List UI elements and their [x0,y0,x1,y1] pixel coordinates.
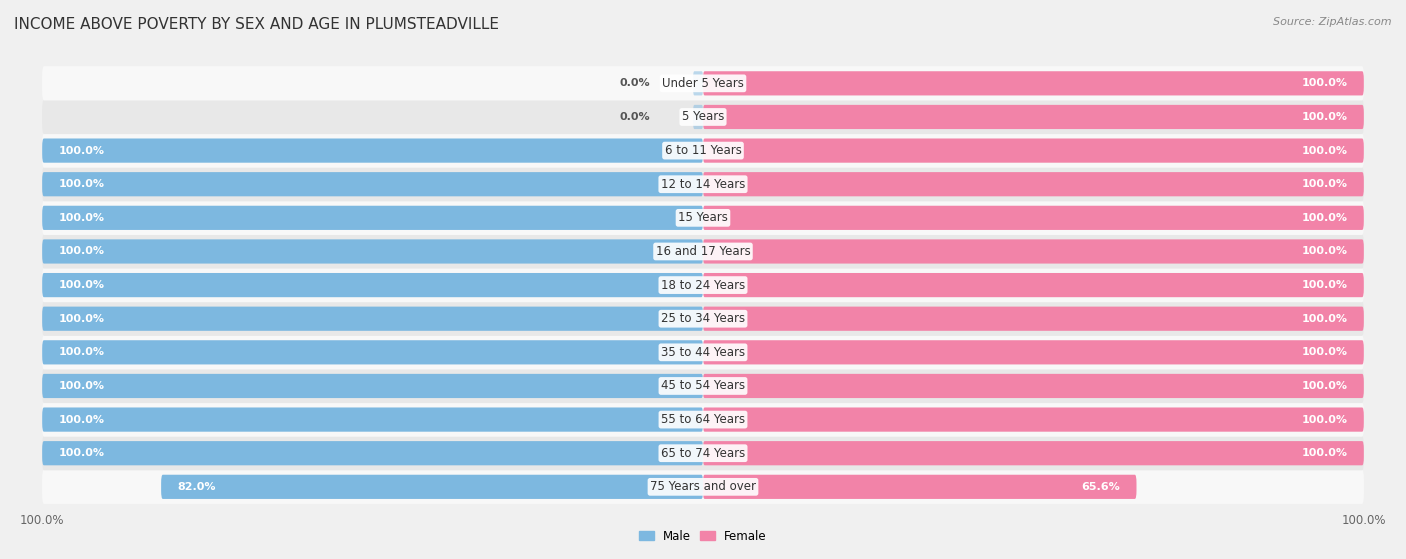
Text: 100.0%: 100.0% [59,381,104,391]
FancyBboxPatch shape [703,475,1136,499]
Text: 75 Years and over: 75 Years and over [650,480,756,494]
Text: 100.0%: 100.0% [1302,145,1347,155]
FancyBboxPatch shape [42,301,1364,336]
Text: 100.0%: 100.0% [59,448,104,458]
FancyBboxPatch shape [703,306,1364,331]
Text: 6 to 11 Years: 6 to 11 Years [665,144,741,157]
FancyBboxPatch shape [42,206,703,230]
FancyBboxPatch shape [42,167,1364,201]
FancyBboxPatch shape [42,470,1364,504]
FancyBboxPatch shape [42,239,703,264]
FancyBboxPatch shape [42,369,1364,403]
Text: 55 to 64 Years: 55 to 64 Years [661,413,745,426]
Text: 100.0%: 100.0% [1302,314,1347,324]
FancyBboxPatch shape [42,100,1364,134]
Text: 100.0%: 100.0% [1302,280,1347,290]
Text: 100.0%: 100.0% [59,415,104,425]
FancyBboxPatch shape [42,306,703,331]
Legend: Male, Female: Male, Female [634,525,772,547]
FancyBboxPatch shape [42,335,1364,369]
FancyBboxPatch shape [42,66,1364,101]
Text: 18 to 24 Years: 18 to 24 Years [661,278,745,292]
FancyBboxPatch shape [42,268,1364,302]
Text: 100.0%: 100.0% [1302,179,1347,189]
Text: 100.0%: 100.0% [1302,247,1347,257]
FancyBboxPatch shape [42,340,703,364]
Text: 65 to 74 Years: 65 to 74 Years [661,447,745,459]
FancyBboxPatch shape [42,441,703,465]
FancyBboxPatch shape [42,139,703,163]
FancyBboxPatch shape [42,134,1364,168]
Text: 15 Years: 15 Years [678,211,728,224]
FancyBboxPatch shape [42,172,703,196]
FancyBboxPatch shape [703,408,1364,432]
Text: 100.0%: 100.0% [1302,112,1347,122]
Text: 100.0%: 100.0% [59,179,104,189]
Text: 16 and 17 Years: 16 and 17 Years [655,245,751,258]
FancyBboxPatch shape [703,273,1364,297]
FancyBboxPatch shape [703,374,1364,398]
Text: 12 to 14 Years: 12 to 14 Years [661,178,745,191]
FancyBboxPatch shape [42,436,1364,470]
FancyBboxPatch shape [42,408,703,432]
Text: 100.0%: 100.0% [59,247,104,257]
FancyBboxPatch shape [42,273,703,297]
FancyBboxPatch shape [703,172,1364,196]
Text: 35 to 44 Years: 35 to 44 Years [661,346,745,359]
FancyBboxPatch shape [703,139,1364,163]
Text: Source: ZipAtlas.com: Source: ZipAtlas.com [1274,17,1392,27]
FancyBboxPatch shape [703,105,1364,129]
Text: 100.0%: 100.0% [1302,78,1347,88]
FancyBboxPatch shape [42,402,1364,437]
FancyBboxPatch shape [162,475,703,499]
Text: 45 to 54 Years: 45 to 54 Years [661,380,745,392]
Text: 82.0%: 82.0% [177,482,217,492]
FancyBboxPatch shape [693,71,703,96]
FancyBboxPatch shape [703,340,1364,364]
FancyBboxPatch shape [703,71,1364,96]
Text: Under 5 Years: Under 5 Years [662,77,744,90]
Text: 100.0%: 100.0% [1302,347,1347,357]
FancyBboxPatch shape [703,441,1364,465]
Text: 65.6%: 65.6% [1081,482,1121,492]
Text: 5 Years: 5 Years [682,111,724,124]
Text: 100.0%: 100.0% [1302,415,1347,425]
FancyBboxPatch shape [42,234,1364,269]
Text: 100.0%: 100.0% [1302,448,1347,458]
FancyBboxPatch shape [42,201,1364,235]
Text: 100.0%: 100.0% [59,145,104,155]
Text: 100.0%: 100.0% [1302,213,1347,223]
Text: 100.0%: 100.0% [59,280,104,290]
Text: 100.0%: 100.0% [59,314,104,324]
Text: 100.0%: 100.0% [59,213,104,223]
Text: 100.0%: 100.0% [1302,381,1347,391]
Text: 0.0%: 0.0% [620,78,650,88]
FancyBboxPatch shape [703,239,1364,264]
FancyBboxPatch shape [693,105,703,129]
Text: 100.0%: 100.0% [59,347,104,357]
FancyBboxPatch shape [703,206,1364,230]
Text: 0.0%: 0.0% [620,112,650,122]
FancyBboxPatch shape [42,374,703,398]
Text: 25 to 34 Years: 25 to 34 Years [661,312,745,325]
Text: INCOME ABOVE POVERTY BY SEX AND AGE IN PLUMSTEADVILLE: INCOME ABOVE POVERTY BY SEX AND AGE IN P… [14,17,499,32]
